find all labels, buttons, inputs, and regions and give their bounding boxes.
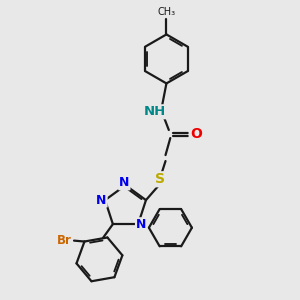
Text: NH: NH [143, 105, 166, 118]
Text: S: S [155, 172, 166, 186]
Text: N: N [136, 218, 146, 231]
Text: N: N [119, 176, 130, 189]
Text: O: O [190, 128, 202, 142]
Text: CH₃: CH₃ [158, 7, 175, 17]
Text: N: N [96, 194, 107, 207]
Text: Br: Br [56, 233, 71, 247]
